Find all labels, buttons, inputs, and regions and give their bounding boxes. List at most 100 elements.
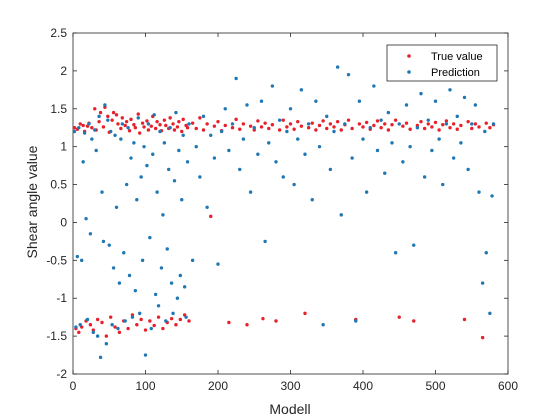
data-point — [329, 168, 332, 171]
data-point — [128, 274, 131, 277]
data-point — [141, 121, 144, 124]
data-point — [183, 285, 186, 288]
data-point — [456, 115, 459, 118]
data-point — [249, 125, 252, 128]
data-point — [456, 128, 459, 131]
data-point — [419, 92, 422, 95]
data-point — [90, 126, 93, 129]
data-point — [90, 137, 93, 140]
data-point — [358, 122, 361, 125]
data-point — [261, 317, 264, 320]
data-point — [168, 116, 171, 119]
data-point — [463, 96, 466, 99]
data-point — [97, 120, 100, 123]
data-point — [307, 122, 310, 125]
data-point — [173, 179, 176, 182]
data-point — [329, 122, 332, 125]
data-point — [412, 243, 415, 246]
x-tick-label: 500 — [425, 379, 445, 393]
data-point — [168, 126, 171, 129]
data-point — [125, 183, 128, 186]
data-point — [271, 84, 274, 87]
data-point — [318, 124, 321, 127]
data-point — [93, 107, 96, 110]
data-point — [81, 160, 84, 163]
data-point — [423, 127, 426, 130]
axes-box — [73, 33, 508, 374]
data-point — [121, 116, 124, 119]
data-point — [224, 107, 227, 110]
data-point — [488, 126, 491, 129]
data-point — [184, 315, 187, 318]
data-point — [74, 325, 77, 328]
data-point — [361, 137, 364, 140]
data-point — [282, 175, 285, 178]
data-point — [474, 122, 477, 125]
data-point — [452, 122, 455, 125]
data-point — [477, 125, 480, 128]
data-point — [485, 251, 488, 254]
x-tick-label: 100 — [135, 379, 155, 393]
data-point — [267, 141, 270, 144]
data-point — [187, 122, 190, 125]
data-point — [445, 122, 448, 125]
data-point — [131, 315, 134, 318]
data-point — [205, 122, 208, 125]
data-point — [405, 103, 408, 106]
data-point — [470, 122, 473, 125]
data-point — [132, 141, 135, 144]
data-point — [448, 126, 451, 129]
data-point — [296, 137, 299, 140]
data-point — [182, 118, 185, 121]
data-point — [144, 328, 147, 331]
data-point — [209, 215, 212, 218]
y-tick-label: -1 — [56, 291, 67, 305]
data-point — [354, 319, 357, 322]
data-point — [126, 327, 129, 330]
data-point — [466, 120, 469, 123]
data-point — [157, 304, 160, 307]
legend-label: Prediction — [431, 67, 480, 79]
data-point — [153, 113, 156, 116]
data-point — [311, 121, 314, 124]
data-point — [180, 130, 183, 133]
data-point — [77, 126, 80, 129]
data-point — [108, 243, 111, 246]
data-point — [186, 126, 189, 129]
data-point — [113, 325, 116, 328]
data-point — [73, 126, 76, 129]
data-point — [249, 190, 252, 193]
data-point — [256, 119, 259, 122]
data-point — [488, 312, 491, 315]
data-point — [253, 126, 256, 129]
data-point — [274, 319, 277, 322]
data-point — [122, 251, 125, 254]
data-point — [129, 156, 132, 159]
data-point — [209, 134, 212, 137]
data-point — [434, 100, 437, 103]
data-point — [224, 124, 227, 127]
data-point — [134, 126, 137, 129]
data-point — [138, 131, 141, 134]
data-point — [292, 128, 295, 131]
data-point — [139, 318, 142, 321]
data-point — [171, 312, 174, 315]
data-point — [180, 198, 183, 201]
data-point — [303, 312, 306, 315]
data-point — [278, 118, 281, 121]
data-point — [99, 356, 102, 359]
data-point — [441, 123, 444, 126]
data-point — [390, 123, 393, 126]
data-point — [116, 122, 119, 125]
data-point — [321, 119, 324, 122]
data-point — [89, 323, 92, 326]
data-point — [296, 120, 299, 123]
data-point — [105, 334, 108, 337]
data-point — [179, 318, 182, 321]
data-point — [365, 190, 368, 193]
data-point — [158, 123, 161, 126]
data-point — [102, 125, 105, 128]
data-point — [195, 127, 198, 130]
data-point — [459, 141, 462, 144]
data-point — [170, 281, 173, 284]
